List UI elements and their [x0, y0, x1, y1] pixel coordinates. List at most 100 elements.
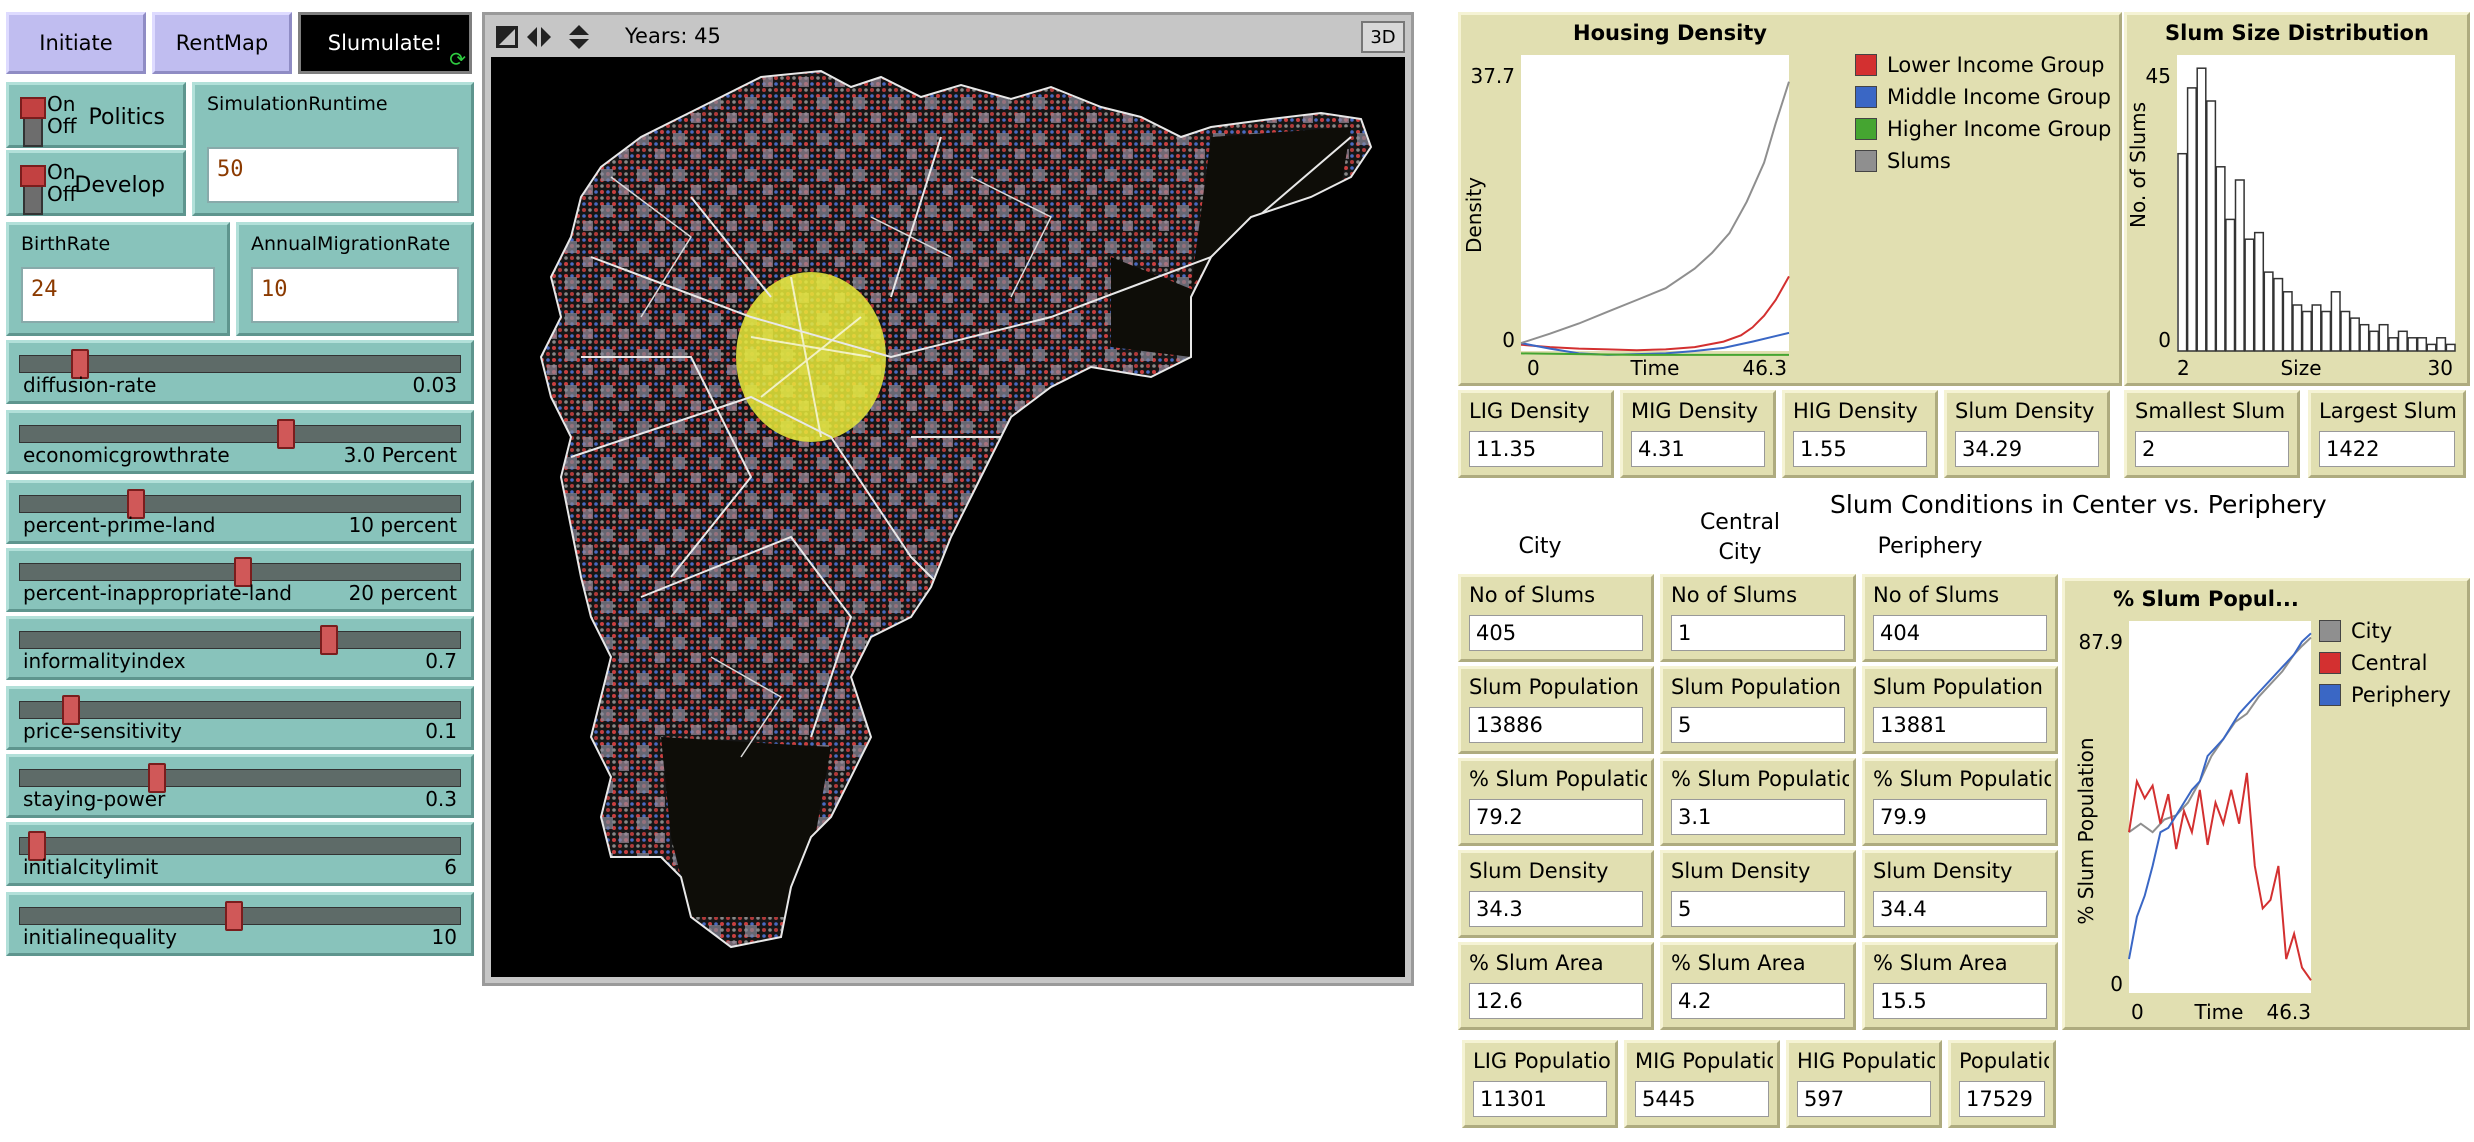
switch-onoff-labels: On Off [47, 160, 77, 206]
world-view: Years: 45 3D [482, 12, 1414, 986]
central-monitor-2: % Slum Population 3.1 [1660, 758, 1856, 846]
plot-area [1521, 55, 1789, 351]
switch-knob[interactable] [20, 165, 46, 187]
histogram-bar [2388, 337, 2399, 352]
monitor-2: HIG Density 1.55 [1782, 390, 1938, 478]
monitor-label: LIG Population [1473, 1049, 1611, 1073]
switch-knob[interactable] [20, 97, 46, 119]
politics-switch[interactable]: On Off Politics [6, 82, 186, 148]
monitor-label: Slum Population [1873, 675, 2043, 699]
population-monitor-3: Population 17529 [1948, 1040, 2056, 1128]
histogram-bar [2292, 304, 2303, 352]
pct-slum-plot: % Slum Popul... % Slum Population 87.9 0… [2062, 578, 2470, 1030]
city-map [540, 70, 1372, 948]
migration-field[interactable]: 10 [251, 267, 459, 323]
monitor-value: 79.9 [1873, 799, 2047, 835]
slider-informalityindex[interactable]: informalityindex 0.7 [6, 616, 474, 680]
monitor-label: Slum Population [1469, 675, 1639, 699]
series-line-periphery [2128, 632, 2312, 960]
series-line-slums [1520, 81, 1790, 345]
slider-percent-inappropriate-land[interactable]: percent-inappropriate-land 20 percent [6, 548, 474, 612]
rentmap-button[interactable]: RentMap [152, 12, 292, 74]
slider-handle[interactable] [126, 489, 145, 519]
birthrate-field[interactable]: 24 [21, 267, 215, 323]
slider-diffusion-rate[interactable]: diffusion-rate 0.03 [6, 340, 474, 404]
slider-initialinequality[interactable]: initialinequality 10 [6, 892, 474, 956]
slider-name: percent-prime-land [23, 513, 216, 537]
monitor-value: 11.35 [1469, 431, 1603, 467]
slider-value: 10 percent [348, 513, 457, 537]
histogram-bar [2426, 343, 2437, 352]
histogram-bar [2378, 323, 2389, 352]
monitor-value: 405 [1469, 615, 1643, 651]
slider-handle[interactable] [320, 625, 338, 655]
slider-handle[interactable] [277, 419, 295, 449]
develop-switch[interactable]: On Off Develop [6, 150, 186, 216]
slider-groove[interactable] [19, 701, 461, 719]
slider-handle[interactable] [62, 695, 80, 725]
x-max-tick: 30 [2428, 356, 2453, 380]
histogram-bar [2407, 337, 2418, 352]
monitor-value: 34.3 [1469, 891, 1643, 927]
x-axis-label: Time [2194, 1000, 2244, 1024]
world-canvas[interactable] [491, 57, 1405, 977]
slider-groove[interactable] [19, 495, 461, 513]
slider-economicgrowthrate[interactable]: economicgrowthrate 3.0 Percent [6, 410, 474, 474]
histogram-bar [2368, 330, 2380, 352]
legend-item: Slums [1855, 145, 2111, 177]
slider-handle[interactable] [27, 831, 46, 861]
monitor-label: Slum Population [1671, 675, 1841, 699]
slider-name: initialcitylimit [23, 855, 159, 879]
slider-groove[interactable] [19, 425, 461, 443]
plot-area [2129, 621, 2311, 993]
slider-name: staying-power [23, 787, 166, 811]
input-label: BirthRate [21, 233, 111, 255]
monitor-label: Slum Density [1873, 859, 2013, 883]
monitor-3: Slum Density 34.29 [1944, 390, 2110, 478]
monitor-value: 5 [1671, 707, 1845, 743]
slider-percent-prime-land[interactable]: percent-prime-land 10 percent [6, 480, 474, 544]
slider-groove[interactable] [19, 631, 461, 649]
input-label: AnnualMigrationRate [251, 233, 451, 255]
slum-size-plot: Slum Size Distribution No. of Slums 45 0… [2124, 12, 2470, 386]
histogram-bar [2301, 310, 2312, 352]
plot-title: Housing Density [1573, 21, 1767, 45]
slider-value: 0.03 [412, 373, 457, 397]
monitor-label: Smallest Slum [2135, 399, 2286, 423]
slider-handle[interactable] [148, 763, 166, 793]
monitor-value: 2 [2135, 431, 2289, 467]
series-line-middle-income-group [1520, 331, 1790, 356]
initiate-button[interactable]: Initiate [6, 12, 146, 74]
histogram-bar [2177, 152, 2188, 352]
histogram-bar [2282, 291, 2293, 352]
slum-size-chart: No. of Slums 45 0 2 Size 30 [2127, 55, 2456, 380]
histogram-bar [2445, 343, 2456, 352]
slider-price-sensitivity[interactable]: price-sensitivity 0.1 [6, 686, 474, 750]
plot-title: % Slum Popul... [2113, 587, 2299, 611]
monitor-value: 17529 [1959, 1081, 2045, 1117]
slider-value: 0.7 [425, 649, 457, 673]
slider-handle[interactable] [70, 349, 89, 379]
monitor-label: % Slum Area [1469, 951, 1604, 975]
slider-initialcitylimit[interactable]: initialcitylimit 6 [6, 822, 474, 886]
slider-groove[interactable] [19, 355, 461, 373]
series-line-lower-income-group [1520, 275, 1790, 352]
runtime-field[interactable]: 50 [207, 147, 459, 203]
view-controls-icon[interactable] [495, 23, 595, 51]
monitor-label: No of Slums [1469, 583, 1596, 607]
years-label: Years: 45 [625, 24, 721, 48]
column-head-periphery: Periphery [1877, 534, 1983, 559]
y-max-tick: 87.9 [2078, 630, 2123, 654]
politics-label: Politics [88, 105, 165, 130]
histogram-bar [2273, 277, 2284, 352]
slider-staying-power[interactable]: staying-power 0.3 [6, 754, 474, 818]
y-min-tick: 0 [2158, 328, 2171, 352]
slider-handle[interactable] [234, 557, 252, 587]
3d-button[interactable]: 3D [1361, 21, 1405, 53]
slider-groove[interactable] [19, 769, 461, 787]
initiate-label: Initiate [39, 31, 113, 55]
slumulate-button[interactable]: Slumulate! ⟳ [298, 12, 472, 74]
monitor-label: % Slum Area [1671, 951, 1806, 975]
slider-handle[interactable] [225, 901, 244, 931]
slider-groove[interactable] [19, 837, 461, 855]
